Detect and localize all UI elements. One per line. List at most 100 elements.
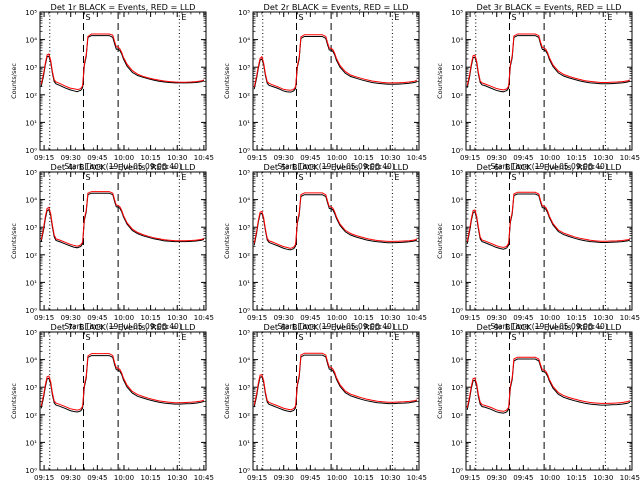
x-tick-label: 09:45 (513, 314, 533, 322)
marker-label: S (298, 13, 303, 22)
x-tick-label: 09:30 (61, 474, 81, 480)
y-tick-label: 10⁰ (238, 467, 250, 475)
y-tick-label: 10¹ (238, 279, 250, 287)
panel-8: Det 8r BLACK = Events, RED = LLD Counts/s… (223, 322, 427, 480)
x-tick-label: 09:30 (274, 314, 294, 322)
y-axis-label: Counts/sec (223, 63, 231, 99)
panel-3: Det 3r BLACK = Events, RED = LLD Counts/s… (436, 2, 640, 171)
plot-frame (39, 171, 207, 311)
panel-title: Det 9r BLACK = Events, RED = LLD (477, 322, 622, 332)
y-tick-label: 10⁰ (451, 307, 463, 315)
y-tick-label: 10² (451, 252, 463, 260)
y-tick-label: 10⁵ (25, 329, 37, 337)
x-axis-label: Start Time (19-Jul-05 09:06:40) (64, 162, 181, 171)
panel-title: Det 7r BLACK = Events, RED = LLD (51, 322, 196, 332)
y-tick-label: 10² (238, 412, 250, 420)
x-tick-label: 10:30 (380, 474, 400, 480)
y-tick-label: 10⁰ (238, 147, 250, 155)
y-tick-label: 10¹ (451, 119, 463, 127)
events-series-line (40, 35, 205, 93)
x-tick-label: 10:00 (327, 474, 347, 480)
x-tick-label: 09:15 (247, 314, 267, 322)
panel-6: Det 6r BLACK = Events, RED = LLD Counts/s… (436, 162, 640, 331)
x-tick-label: 10:15 (141, 474, 161, 480)
plot-frame (252, 11, 420, 151)
marker-label: E (181, 333, 186, 342)
y-tick-label: 10⁰ (25, 147, 37, 155)
plot-frame (465, 171, 633, 311)
x-axis-label: Start Time (19-Jul-05 09:06:40) (277, 162, 394, 171)
y-tick-label: 10² (25, 92, 37, 100)
y-tick-label: 10² (238, 92, 250, 100)
x-tick-label: 10:00 (540, 314, 560, 322)
y-axis-label: Counts/sec (436, 63, 444, 99)
x-tick-label: 10:00 (114, 474, 134, 480)
lld-series-line (466, 191, 631, 248)
x-tick-label: 10:00 (114, 154, 134, 162)
events-series-line (253, 354, 418, 413)
y-tick-label: 10³ (238, 384, 250, 392)
y-tick-label: 10² (451, 412, 463, 420)
y-tick-label: 10⁰ (25, 307, 37, 315)
x-tick-label: 09:15 (247, 474, 267, 480)
y-tick-label: 10⁵ (238, 9, 250, 17)
panel-1: Det 1r BLACK = Events, RED = LLD Counts/s… (10, 2, 214, 171)
x-tick-label: 10:15 (567, 474, 587, 480)
marker-label: E (607, 333, 612, 342)
x-tick-label: 10:30 (167, 474, 187, 480)
x-tick-label: 09:30 (61, 314, 81, 322)
y-tick-label: 10⁴ (25, 357, 37, 365)
y-tick-label: 10¹ (238, 439, 250, 447)
y-tick-label: 10⁴ (238, 37, 250, 45)
x-tick-label: 10:45 (194, 154, 214, 162)
y-tick-label: 10³ (25, 64, 37, 72)
y-axis-label: Counts/sec (223, 223, 231, 259)
plot-frame (252, 171, 420, 311)
y-tick-label: 10⁴ (238, 357, 250, 365)
x-axis-label: Start Time (19-Jul-05 09:06:40) (490, 162, 607, 171)
marker-label: E (394, 333, 399, 342)
y-tick-label: 10¹ (238, 119, 250, 127)
x-tick-label: 10:45 (407, 314, 427, 322)
y-axis-label: Counts/sec (10, 383, 18, 419)
panel-4: Det 4r BLACK = Events, RED = LLD Counts/s… (10, 162, 214, 331)
plot-frame (465, 331, 633, 471)
y-tick-label: 10¹ (25, 439, 37, 447)
x-tick-label: 10:45 (620, 154, 640, 162)
y-tick-label: 10⁴ (451, 357, 463, 365)
y-tick-label: 10⁵ (238, 329, 250, 337)
plot-frame (39, 11, 207, 151)
y-tick-label: 10³ (25, 384, 37, 392)
lld-series-line (253, 34, 418, 91)
x-tick-label: 09:15 (460, 154, 480, 162)
y-tick-label: 10² (238, 252, 250, 260)
marker-label: S (85, 333, 90, 342)
events-series-line (466, 35, 631, 93)
y-tick-label: 10³ (238, 64, 250, 72)
x-tick-label: 10:15 (354, 154, 374, 162)
marker-label: E (394, 13, 399, 22)
panel-title: Det 2r BLACK = Events, RED = LLD (264, 2, 409, 12)
y-tick-label: 10⁰ (238, 307, 250, 315)
x-tick-label: 09:30 (487, 154, 507, 162)
y-tick-label: 10¹ (451, 439, 463, 447)
plot-frame (465, 11, 633, 151)
panel-title: Det 8r BLACK = Events, RED = LLD (264, 322, 409, 332)
y-tick-label: 10⁵ (25, 9, 37, 17)
x-tick-label: 10:30 (167, 314, 187, 322)
y-tick-label: 10¹ (25, 119, 37, 127)
x-tick-label: 09:45 (300, 474, 320, 480)
y-tick-label: 10⁴ (451, 197, 463, 205)
lld-series-line (40, 191, 205, 247)
x-tick-label: 09:15 (34, 474, 54, 480)
y-tick-label: 10³ (451, 224, 463, 232)
x-tick-label: 09:15 (460, 314, 480, 322)
y-tick-label: 10⁴ (238, 197, 250, 205)
y-tick-label: 10⁵ (451, 169, 463, 177)
panel-title: Det 6r BLACK = Events, RED = LLD (477, 162, 622, 172)
x-tick-label: 09:45 (513, 154, 533, 162)
plot-frame (252, 331, 420, 471)
x-tick-label: 09:30 (487, 314, 507, 322)
y-tick-label: 10² (25, 412, 37, 420)
y-tick-label: 10³ (238, 224, 250, 232)
